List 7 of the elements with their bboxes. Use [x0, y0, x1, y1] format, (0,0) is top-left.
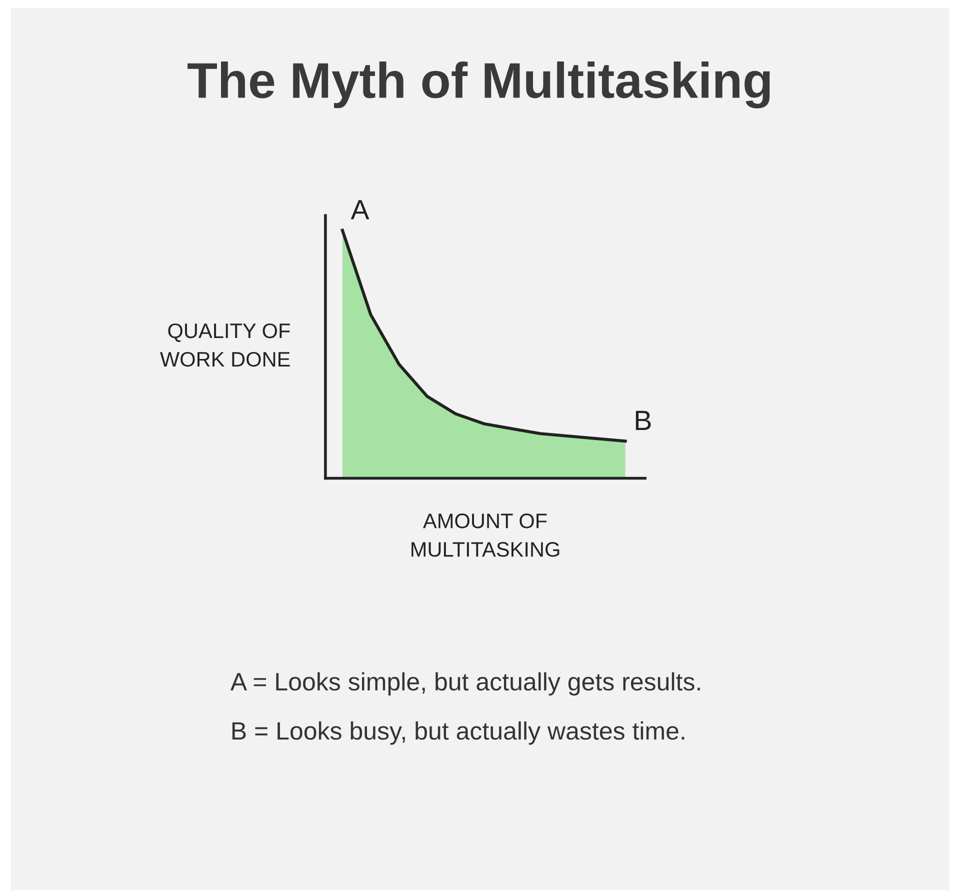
annotation: B [636, 410, 651, 430]
text: B = Looks busy, but actually wastes time. [232, 721, 684, 745]
chart-title: The Myth of Multitasking [188, 62, 770, 108]
y-axis-title: QUALITY OF WORK DONE [160, 323, 290, 367]
text: A [350, 200, 370, 220]
x-axis-title: AMOUNT OF MULTITASKING [412, 514, 560, 557]
text: A = Looks simple, but actually gets results. [230, 672, 700, 696]
